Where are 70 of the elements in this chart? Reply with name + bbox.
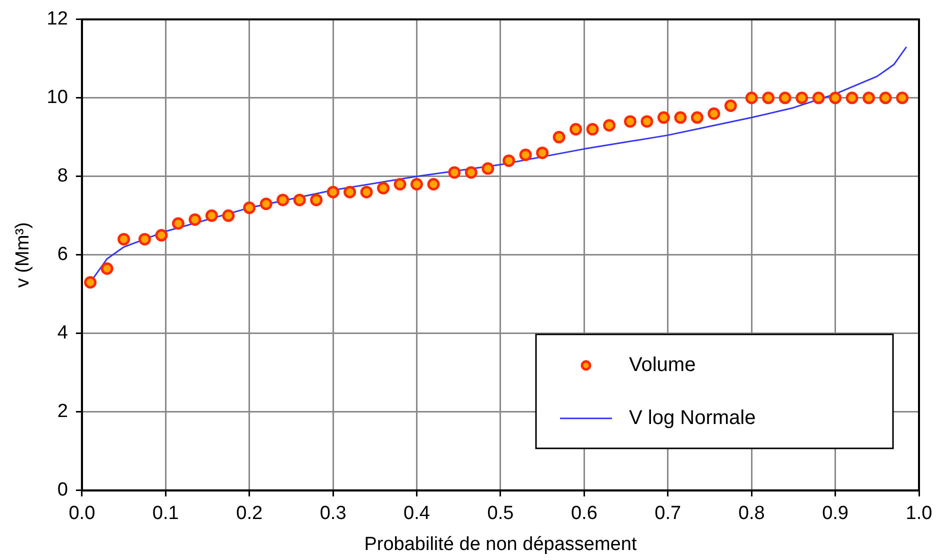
point [172, 217, 184, 230]
point [360, 186, 373, 198]
point [846, 92, 858, 104]
point [260, 198, 272, 210]
point [570, 123, 582, 136]
y-axis-title: v (Mm³) [12, 222, 34, 288]
x-tick-label: 1.0 [906, 503, 932, 524]
point [724, 100, 737, 112]
legend-label: Volume [629, 354, 696, 376]
x-axis-title: Probabilité de non dépassement [364, 534, 638, 555]
point [84, 276, 97, 289]
point [640, 115, 654, 128]
point [879, 92, 892, 104]
point [138, 232, 151, 246]
point [536, 146, 549, 160]
y-tick-label: 8 [57, 166, 68, 187]
point [552, 130, 566, 144]
point [100, 262, 114, 275]
point [326, 186, 340, 198]
point [829, 92, 842, 104]
point [155, 229, 168, 242]
y-tick-label: 12 [46, 8, 68, 30]
y-tick-label: 6 [57, 244, 68, 266]
y-tick-label: 10 [46, 87, 68, 108]
point [502, 154, 516, 167]
point [188, 213, 202, 226]
point [344, 186, 356, 198]
point [243, 202, 256, 214]
point [427, 178, 440, 190]
point [276, 194, 290, 206]
x-tick-label: 0.9 [822, 503, 849, 524]
point [222, 209, 235, 222]
x-tick-label: 0.4 [404, 503, 430, 524]
x-tick-label: 0.7 [654, 503, 682, 524]
point [896, 92, 909, 104]
x-tick-label: 0.6 [570, 503, 598, 524]
point [762, 92, 775, 104]
point [603, 119, 616, 132]
point [410, 178, 424, 190]
point [674, 111, 687, 124]
legend-label: V log Normale [629, 406, 756, 429]
point [812, 92, 825, 104]
point [448, 166, 461, 179]
point [690, 111, 704, 124]
x-tick-label: 0.8 [738, 503, 765, 524]
x-tick-label: 0.0 [68, 503, 96, 524]
point [310, 194, 323, 206]
point [482, 162, 494, 175]
point [519, 148, 532, 162]
y-tick-label: 4 [57, 322, 68, 344]
x-tick-label: 0.1 [152, 503, 179, 524]
point [624, 115, 636, 128]
point [377, 182, 390, 194]
x-tick-label: 0.2 [236, 503, 263, 524]
point [293, 194, 306, 206]
point [464, 166, 478, 179]
point [657, 111, 670, 124]
point [586, 123, 599, 136]
point [205, 209, 218, 222]
point [745, 92, 758, 104]
point [778, 92, 792, 104]
point [862, 92, 876, 104]
point [796, 92, 808, 104]
x-tick-label: 0.3 [320, 503, 346, 524]
y-tick-label: 2 [57, 401, 68, 422]
y-tick-label: 0 [57, 480, 68, 501]
point [708, 107, 720, 120]
point [118, 232, 130, 246]
x-tick-label: 0.5 [487, 503, 514, 524]
point [394, 178, 406, 190]
